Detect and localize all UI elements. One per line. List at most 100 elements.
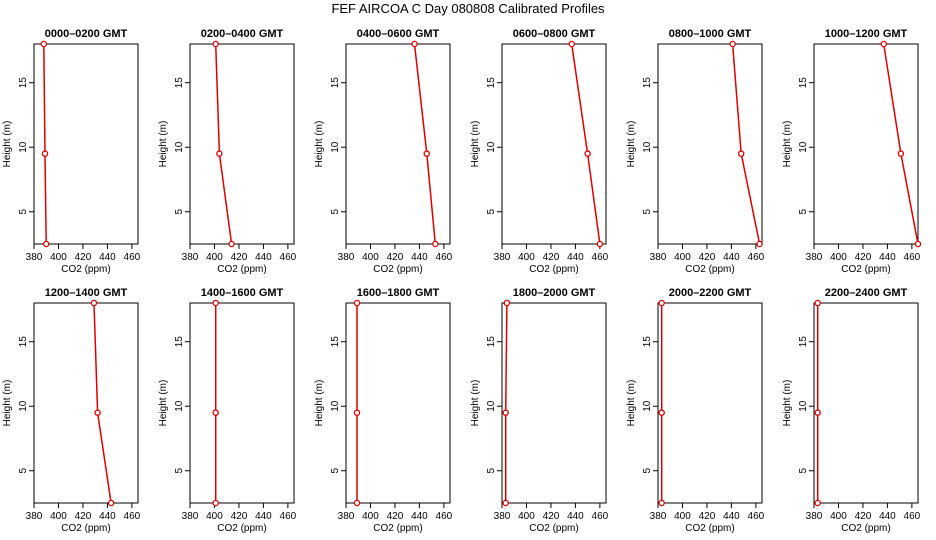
data-point xyxy=(596,240,604,248)
data-point xyxy=(568,40,575,48)
x-tick-label: 440 xyxy=(411,511,428,522)
data-point xyxy=(423,150,431,157)
y-tick-label: 5 xyxy=(330,209,341,215)
plot-frame xyxy=(657,302,763,504)
data-point xyxy=(212,499,219,507)
data-point xyxy=(228,240,235,248)
y-tick-label: 5 xyxy=(18,209,29,215)
profile-panel: 1000–1200 GMT 380 400 420 440 460 CO2 (ppm) 5 10… xyxy=(782,28,922,275)
x-axis-label: CO2 (ppm) xyxy=(529,523,578,534)
x-tick-label: 400 xyxy=(518,511,535,522)
x-axis-label: CO2 (ppm) xyxy=(529,264,578,275)
y-tick-label: 10 xyxy=(174,400,185,412)
data-point xyxy=(880,40,887,48)
x-tick-label: 380 xyxy=(26,252,43,263)
y-tick-label: 15 xyxy=(486,336,497,348)
x-tick-label: 460 xyxy=(748,511,765,522)
x-tick-label: 460 xyxy=(592,252,609,263)
panel-title: 2000–2200 GMT xyxy=(669,287,752,299)
x-tick-label: 460 xyxy=(592,511,609,522)
x-tick-label: 460 xyxy=(436,511,453,522)
x-tick-label: 380 xyxy=(806,511,823,522)
y-axis-label: Height (m) xyxy=(626,121,637,168)
plot-frame xyxy=(33,302,139,504)
profile-line xyxy=(93,302,112,504)
x-tick-label: 460 xyxy=(436,252,453,263)
x-tick-label: 420 xyxy=(855,511,872,522)
data-point xyxy=(737,150,745,157)
data-point xyxy=(41,150,49,157)
x-tick-label: 400 xyxy=(674,252,691,263)
x-tick-label: 420 xyxy=(75,511,92,522)
x-tick-label: 440 xyxy=(879,252,896,263)
y-tick-label: 10 xyxy=(18,400,29,412)
data-point xyxy=(914,240,922,248)
plot-frame xyxy=(813,43,919,245)
y-axis-label: Height (m) xyxy=(782,121,793,168)
x-tick-label: 440 xyxy=(411,252,428,263)
plot-frame xyxy=(657,43,763,245)
panel-title: 1000–1200 GMT xyxy=(825,28,908,40)
y-tick-label: 15 xyxy=(174,336,185,348)
y-tick-label: 15 xyxy=(174,77,185,89)
y-axis-label: Height (m) xyxy=(626,380,637,427)
panel-title: 0400–0600 GMT xyxy=(357,28,440,40)
x-tick-label: 380 xyxy=(338,511,355,522)
profile-panel: 0800–1000 GMT 380 400 420 440 460 CO2 (ppm) 5 10… xyxy=(626,28,765,275)
x-tick-label: 420 xyxy=(231,252,248,263)
x-tick-label: 440 xyxy=(99,252,116,263)
y-tick-label: 10 xyxy=(486,141,497,153)
data-point xyxy=(40,40,48,48)
data-point xyxy=(503,299,511,307)
profile-panel: 1400–1600 GMT 380 400 420 440 460 CO2 (ppm) 5 10… xyxy=(158,287,297,534)
y-tick-label: 5 xyxy=(486,209,497,215)
profile-panel: 1600–1800 GMT 380 400 420 440 460 CO2 (ppm) 5 10… xyxy=(314,287,453,534)
x-axis-label: CO2 (ppm) xyxy=(61,264,110,275)
profile-panel: 0600–0800 GMT 380 400 420 440 460 CO2 (ppm) 5 10… xyxy=(470,28,609,275)
x-tick-label: 380 xyxy=(650,511,667,522)
plot-frame xyxy=(33,43,139,245)
profile-panel: 2200–2400 GMT 380 400 420 440 460 CO2 (ppm) 5 10… xyxy=(782,287,921,534)
x-tick-label: 440 xyxy=(99,511,116,522)
y-tick-label: 10 xyxy=(798,400,809,412)
y-tick-label: 15 xyxy=(798,336,809,348)
data-point xyxy=(353,299,361,307)
y-tick-label: 10 xyxy=(486,400,497,412)
panel-title: 1200–1400 GMT xyxy=(45,287,128,299)
x-tick-label: 420 xyxy=(387,252,404,263)
x-tick-label: 440 xyxy=(879,511,896,522)
x-tick-label: 400 xyxy=(50,252,67,263)
data-point xyxy=(432,240,439,248)
profile-line xyxy=(570,43,601,245)
profile-panel: 0000–0200 GMT 380 400 420 440 460 CO2 (ppm) 5 10… xyxy=(2,28,141,275)
x-axis-label: CO2 (ppm) xyxy=(841,264,890,275)
x-tick-label: 380 xyxy=(494,511,511,522)
plot-frame xyxy=(345,43,451,245)
data-point xyxy=(212,409,219,416)
profile-line xyxy=(413,43,437,245)
x-tick-label: 420 xyxy=(699,252,716,263)
x-tick-label: 420 xyxy=(231,511,248,522)
page-title: FEF AIRCOA C Day 080808 Calibrated Profi… xyxy=(331,1,605,16)
data-point xyxy=(107,499,115,507)
x-tick-label: 380 xyxy=(806,252,823,263)
y-tick-label: 10 xyxy=(174,141,185,153)
y-axis-label: Height (m) xyxy=(158,121,169,168)
data-point xyxy=(502,409,509,416)
x-tick-label: 440 xyxy=(567,511,584,522)
x-tick-label: 380 xyxy=(494,252,511,263)
plot-frame xyxy=(345,302,451,504)
profile-line xyxy=(214,43,233,245)
x-tick-label: 460 xyxy=(748,252,765,263)
y-tick-label: 15 xyxy=(18,77,29,89)
x-axis-label: CO2 (ppm) xyxy=(373,264,422,275)
panel-title: 1400–1600 GMT xyxy=(201,287,284,299)
data-point xyxy=(814,499,821,507)
y-tick-label: 5 xyxy=(18,468,29,474)
y-axis-label: Height (m) xyxy=(470,380,481,427)
data-point xyxy=(90,299,98,307)
x-tick-label: 380 xyxy=(182,252,199,263)
x-tick-label: 400 xyxy=(362,252,379,263)
x-tick-label: 400 xyxy=(206,511,223,522)
